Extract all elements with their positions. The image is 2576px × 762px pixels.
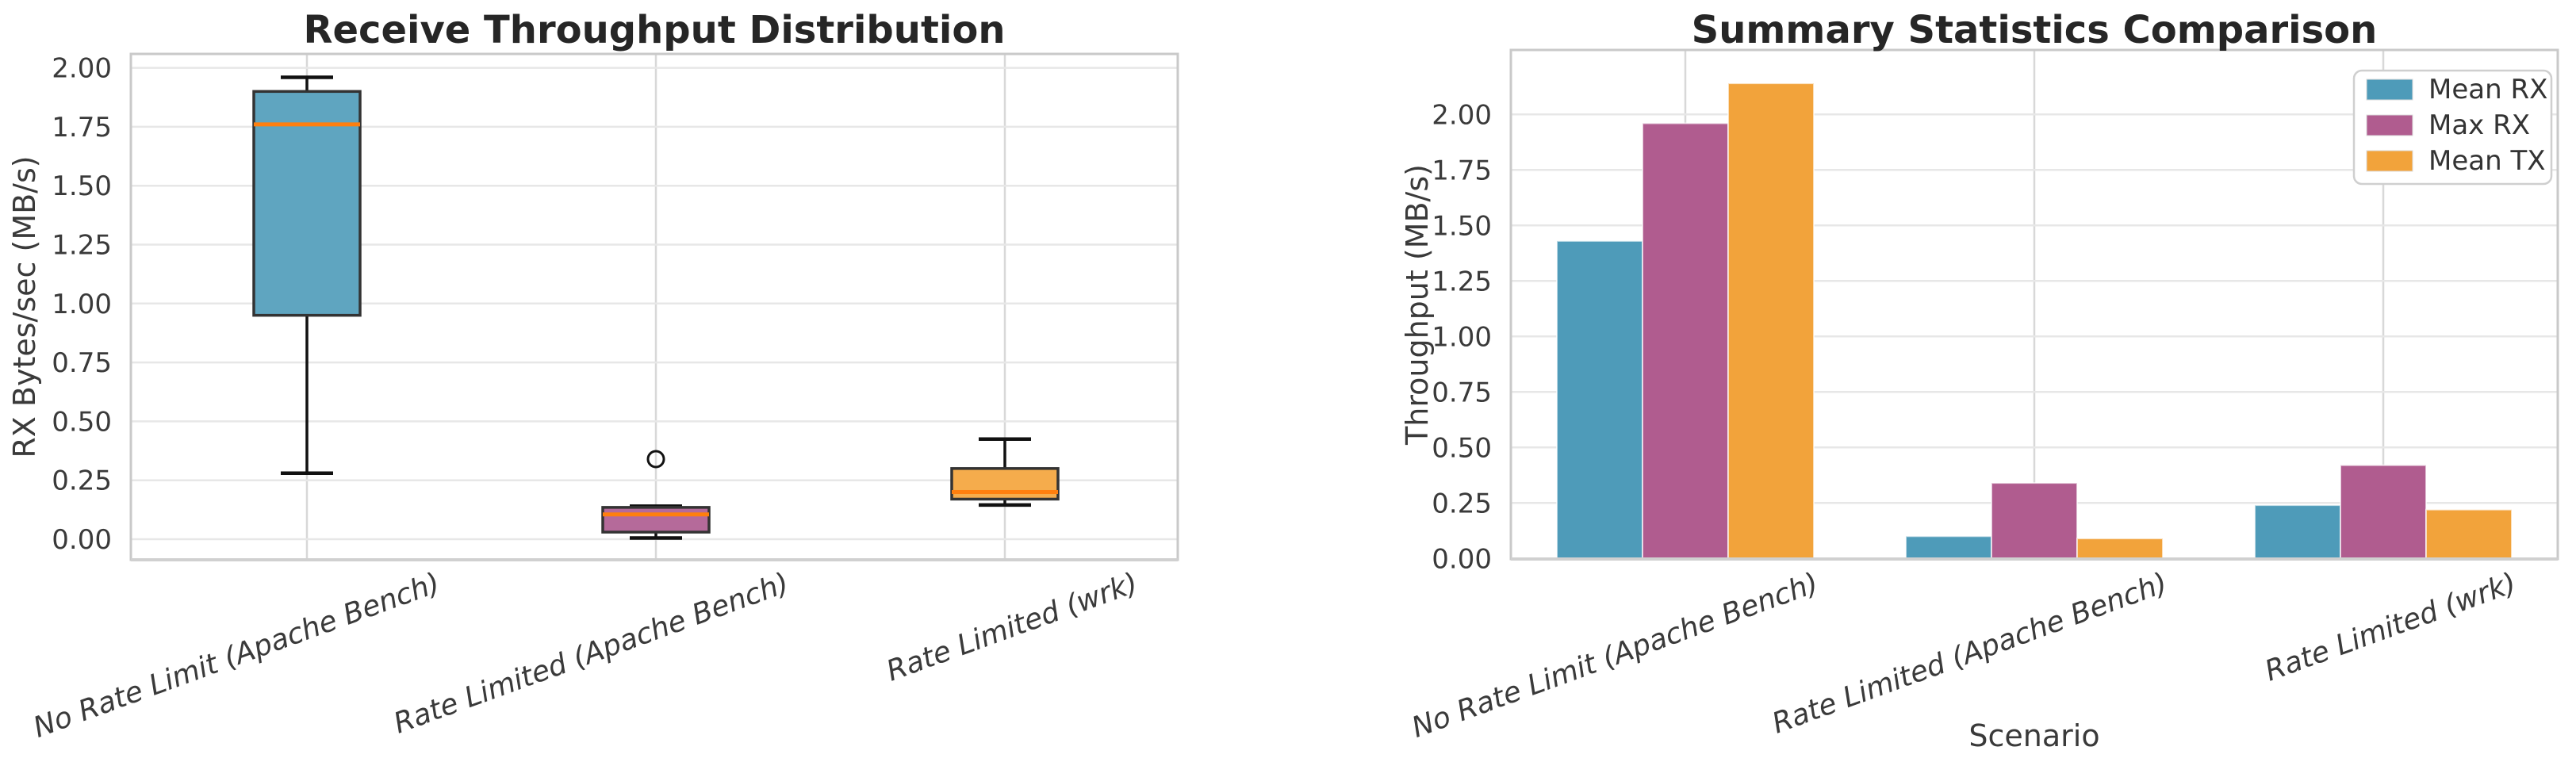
y-tick-label: 0.75 xyxy=(1432,377,1492,408)
legend-label-0: Mean RX xyxy=(2428,74,2547,105)
bar-mean-tx-2 xyxy=(2425,508,2513,561)
right-x-axis-label: Scenario xyxy=(1968,718,2099,753)
y-tick-label: 1.00 xyxy=(1432,321,1492,353)
legend-label-2: Mean TX xyxy=(2428,145,2546,177)
x-tick-label: No Rate Limit (Apache Bench) xyxy=(29,567,444,745)
x-tick-label: Rate Limited (wrk) xyxy=(883,567,1143,688)
bar-max-rx-2 xyxy=(2340,464,2427,561)
y-tick-label: 0.75 xyxy=(52,347,112,379)
bar-mean-tx-0 xyxy=(1727,82,1815,561)
y-tick-label: 2.00 xyxy=(52,53,112,85)
right-chart: 0.00 0.25 0.50 0.75 1.00 1.25 1.50 1.75 2.00 No R… xyxy=(1400,8,2559,753)
y-tick-label: 1.25 xyxy=(1432,266,1492,297)
bar-max-rx-0 xyxy=(1642,122,1729,560)
box-2 xyxy=(950,437,1060,507)
y-tick-label: 1.25 xyxy=(52,230,112,262)
legend-swatch-0 xyxy=(2366,78,2413,101)
y-tick-label: 0.50 xyxy=(52,406,112,438)
bar-mean-rx-0 xyxy=(1556,239,1643,560)
x-tick-label: Rate Limited (Apache Bench) xyxy=(389,567,793,741)
box-body xyxy=(950,467,1060,501)
x-tick-label: Rate Limited (wrk) xyxy=(2261,567,2521,688)
box-body xyxy=(252,90,362,317)
box-0 xyxy=(252,75,362,476)
left-chart-title: Receive Throughput Distribution xyxy=(304,8,1006,52)
box-1 xyxy=(601,450,711,540)
y-tick-label: 1.50 xyxy=(1432,210,1492,242)
y-tick-label: 0.00 xyxy=(1432,543,1492,575)
left-y-axis-label: RX Bytes/sec (MB/s) xyxy=(7,155,42,458)
y-tick-label: 1.75 xyxy=(1432,155,1492,186)
y-tick-label: 0.00 xyxy=(52,524,112,556)
y-tick-label: 1.75 xyxy=(52,112,112,144)
outlier-marker xyxy=(646,450,665,469)
y-tick-label: 2.00 xyxy=(1432,99,1492,131)
bar-mean-rx-2 xyxy=(2254,504,2341,560)
bar-max-rx-1 xyxy=(1991,482,2078,560)
left-chart: 0.00 0.25 0.50 0.75 1.00 1.25 1.50 1.75 2.00 No R… xyxy=(7,8,1179,745)
right-chart-title: Summary Statistics Comparison xyxy=(1692,8,2378,52)
legend: Mean RX Max RX Mean TX xyxy=(2352,69,2553,186)
bar-mean-tx-1 xyxy=(2076,538,2164,560)
y-tick-label: 1.00 xyxy=(52,289,112,320)
y-tick-label: 0.25 xyxy=(1432,488,1492,519)
box-body xyxy=(601,506,711,534)
left-plot-area: 0.00 0.25 0.50 0.75 1.00 1.25 1.50 1.75 2.00 No R… xyxy=(29,52,1179,745)
x-tick-label: Rate Limited (Apache Bench) xyxy=(1768,567,2172,741)
y-tick-label: 0.50 xyxy=(1432,432,1492,464)
right-y-axis-label: Throughput (MB/s) xyxy=(1400,164,1435,446)
x-tick-label: No Rate Limit (Apache Bench) xyxy=(1408,567,1823,745)
y-tick-label: 1.50 xyxy=(52,170,112,202)
bar-mean-rx-1 xyxy=(1905,535,1992,560)
y-tick-label: 0.25 xyxy=(52,465,112,497)
legend-swatch-2 xyxy=(2366,150,2413,172)
legend-swatch-1 xyxy=(2366,114,2413,136)
legend-label-1: Max RX xyxy=(2428,109,2530,141)
